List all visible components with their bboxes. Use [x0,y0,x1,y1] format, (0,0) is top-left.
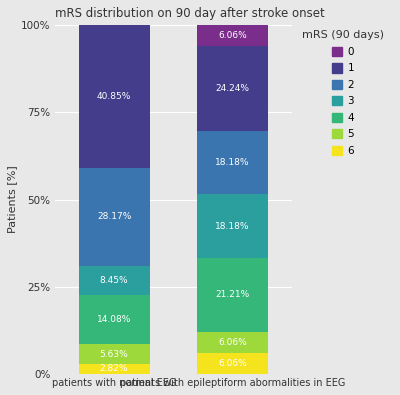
Text: 5.63%: 5.63% [100,350,128,359]
Bar [197,47,268,131]
Bar [78,295,150,344]
Bar [78,344,150,364]
Bar [197,353,268,374]
Text: mRS distribution on 90 day after stroke onset: mRS distribution on 90 day after stroke … [55,7,324,20]
Text: 8.45%: 8.45% [100,276,128,285]
Bar [78,266,150,295]
Text: 18.18%: 18.18% [216,158,250,167]
Bar [197,194,268,258]
Text: 2.82%: 2.82% [100,365,128,374]
Text: 21.21%: 21.21% [216,290,250,299]
Bar [78,25,150,168]
Legend: 0, 1, 2, 3, 4, 5, 6: 0, 1, 2, 3, 4, 5, 6 [302,30,384,156]
Bar [78,364,150,374]
Text: 6.06%: 6.06% [218,338,247,347]
Text: 6.06%: 6.06% [218,31,247,40]
Text: 14.08%: 14.08% [97,315,131,324]
Text: 18.18%: 18.18% [216,222,250,231]
Y-axis label: Patients [%]: Patients [%] [7,166,17,233]
Bar [197,258,268,332]
Text: 28.17%: 28.17% [97,212,131,221]
Bar [197,332,268,353]
Bar [78,168,150,266]
Text: 40.85%: 40.85% [97,92,131,101]
Bar [197,25,268,47]
Text: 24.24%: 24.24% [216,84,250,93]
Text: 6.06%: 6.06% [218,359,247,368]
Bar [197,131,268,194]
